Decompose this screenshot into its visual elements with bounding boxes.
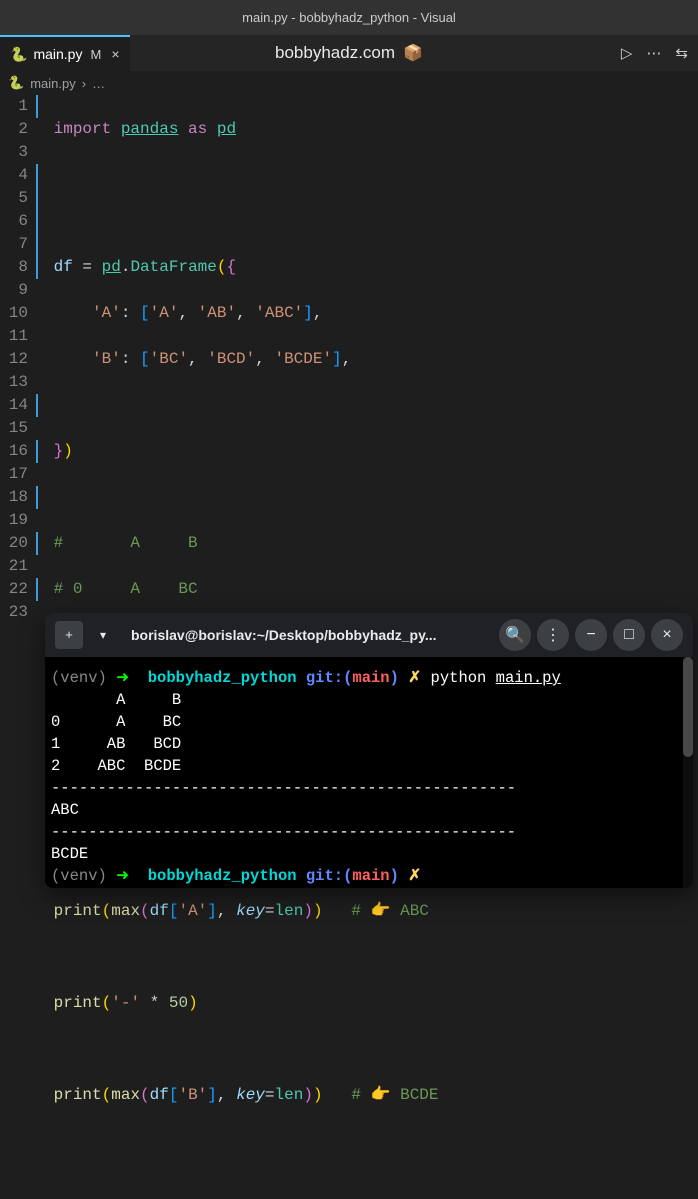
site-name: bobbyhadz.com — [275, 43, 395, 63]
close-icon[interactable]: × — [111, 46, 119, 62]
close-button[interactable]: × — [651, 619, 683, 651]
terminal-titlebar: + ▾ borislav@borislav:~/Desktop/bobbyhad… — [45, 613, 693, 657]
breadcrumb[interactable]: 🐍 main.py › … — [0, 71, 698, 95]
python-file-icon: 🐍 — [8, 75, 24, 91]
breadcrumb-more[interactable]: … — [92, 76, 105, 91]
breadcrumb-file[interactable]: main.py — [30, 76, 76, 91]
new-tab-button[interactable]: + — [55, 621, 83, 649]
dropdown-icon[interactable]: ▾ — [91, 621, 115, 649]
tab-filename: main.py — [33, 46, 82, 62]
maximize-button[interactable]: □ — [613, 619, 645, 651]
minimize-button[interactable]: − — [575, 619, 607, 651]
indent-guides — [32, 95, 44, 1199]
window-title: main.py - bobbyhadz_python - Visual — [242, 10, 456, 25]
search-icon[interactable]: 🔍 — [499, 619, 531, 651]
terminal-scrollbar[interactable] — [683, 657, 693, 888]
terminal-title: borislav@borislav:~/Desktop/bobbyhadz_py… — [123, 627, 491, 643]
run-icon[interactable]: ▷ — [621, 44, 633, 63]
tab-main-py[interactable]: 🐍 main.py M × — [0, 35, 130, 71]
editor-tabs: 🐍 main.py M × bobbyhadz.com 📦 ▷ ⋯ ⇆ — [0, 35, 698, 71]
window-title-bar: main.py - bobbyhadz_python - Visual — [0, 0, 698, 35]
python-file-icon: 🐍 — [10, 46, 27, 63]
center-heading: bobbyhadz.com 📦 — [275, 35, 423, 71]
more-icon[interactable]: ⋯ — [646, 44, 661, 63]
editor-toolbar: ▷ ⋯ ⇆ — [621, 35, 698, 71]
breadcrumb-separator: › — [82, 76, 86, 91]
terminal-window: + ▾ borislav@borislav:~/Desktop/bobbyhad… — [45, 613, 693, 888]
terminal-output[interactable]: (venv) ➜ bobbyhadz_python git:(main) ✗ p… — [45, 657, 693, 888]
menu-icon[interactable]: ⋮ — [537, 619, 569, 651]
cube-icon: 📦 — [403, 43, 423, 63]
line-numbers: 1234 5678 9101112 13141516 17181920 2122… — [0, 95, 32, 1199]
compare-icon[interactable]: ⇆ — [675, 44, 688, 63]
modified-indicator: M — [90, 47, 101, 62]
